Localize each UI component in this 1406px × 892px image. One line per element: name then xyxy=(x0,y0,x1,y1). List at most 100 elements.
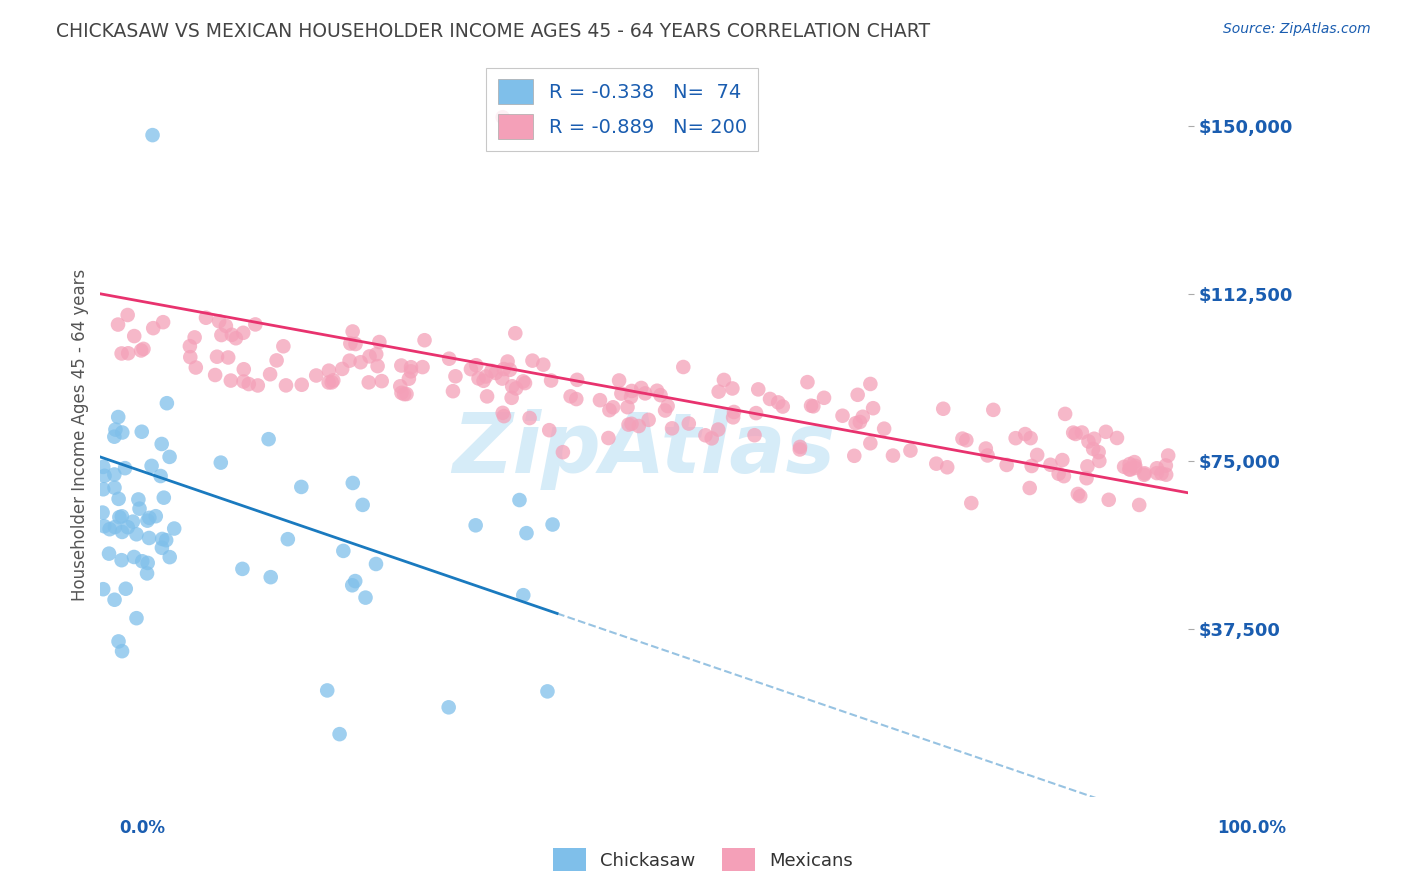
Text: ZipAtlas: ZipAtlas xyxy=(453,409,835,490)
Point xyxy=(138,531,160,545)
Point xyxy=(551,445,574,459)
Point xyxy=(873,422,896,436)
Point xyxy=(630,381,652,395)
Point xyxy=(1154,458,1177,473)
Point xyxy=(342,325,364,339)
Point xyxy=(205,350,228,364)
Point xyxy=(602,401,624,415)
Point xyxy=(512,375,534,389)
Point xyxy=(513,376,536,390)
Point xyxy=(460,362,482,376)
Point xyxy=(305,368,328,383)
Point xyxy=(163,522,186,536)
Point xyxy=(464,518,486,533)
Point xyxy=(441,384,464,399)
Point xyxy=(1054,407,1077,421)
Point xyxy=(1004,431,1026,445)
Point xyxy=(1021,458,1043,473)
Point xyxy=(565,392,588,406)
Point xyxy=(499,363,522,377)
Text: CHICKASAW VS MEXICAN HOUSEHOLDER INCOME AGES 45 - 64 YEARS CORRELATION CHART: CHICKASAW VS MEXICAN HOUSEHOLDER INCOME … xyxy=(56,22,931,41)
Point xyxy=(560,389,582,403)
Point xyxy=(344,574,367,588)
Point xyxy=(700,431,723,445)
Point xyxy=(846,388,869,402)
Point xyxy=(131,554,153,568)
Point xyxy=(364,557,387,571)
Point xyxy=(129,343,152,358)
Point xyxy=(515,526,537,541)
Point xyxy=(122,329,145,343)
Point xyxy=(695,428,717,442)
Point xyxy=(617,417,640,432)
Point xyxy=(637,413,659,427)
Point xyxy=(845,416,868,430)
Point xyxy=(1088,454,1111,468)
Point xyxy=(232,375,254,389)
Point xyxy=(1150,467,1173,481)
Point xyxy=(357,376,380,390)
Point xyxy=(465,358,488,372)
Point xyxy=(565,373,588,387)
Point xyxy=(1067,487,1090,501)
Point xyxy=(955,434,977,448)
Point xyxy=(117,308,139,322)
Point xyxy=(654,403,676,417)
Point xyxy=(620,417,643,431)
Point xyxy=(772,400,794,414)
Point xyxy=(91,483,114,497)
Point xyxy=(678,417,700,431)
Point xyxy=(492,110,515,124)
Point xyxy=(1118,462,1140,476)
Point xyxy=(110,553,132,567)
Point xyxy=(156,396,179,410)
Point xyxy=(1014,427,1036,442)
Point xyxy=(194,310,217,325)
Point xyxy=(467,371,489,385)
Point xyxy=(796,375,818,389)
Point xyxy=(221,327,243,342)
Point xyxy=(1069,489,1091,503)
Point xyxy=(505,381,527,395)
Point xyxy=(882,449,904,463)
Point xyxy=(620,384,643,398)
Point xyxy=(273,339,295,353)
Point xyxy=(505,326,527,341)
Point xyxy=(813,391,835,405)
Point xyxy=(759,392,782,406)
Point xyxy=(1123,455,1146,469)
Point xyxy=(1123,458,1146,473)
Point xyxy=(179,339,201,353)
Point xyxy=(342,475,364,490)
Legend: Chickasaw, Mexicans: Chickasaw, Mexicans xyxy=(546,841,860,879)
Point xyxy=(290,480,312,494)
Point xyxy=(1083,432,1105,446)
Point xyxy=(367,359,389,373)
Point xyxy=(219,374,242,388)
Point xyxy=(598,403,620,417)
Point xyxy=(98,547,121,561)
Point xyxy=(1154,467,1177,482)
Point xyxy=(766,395,789,409)
Point xyxy=(183,330,205,344)
Point xyxy=(707,423,730,437)
Point xyxy=(322,373,344,387)
Point xyxy=(800,399,823,413)
Point xyxy=(352,498,374,512)
Point xyxy=(132,342,155,356)
Point xyxy=(399,360,422,375)
Point xyxy=(117,346,139,360)
Point xyxy=(900,443,922,458)
Point xyxy=(721,382,744,396)
Point xyxy=(246,378,269,392)
Point xyxy=(1146,466,1168,480)
Point xyxy=(91,459,114,474)
Point xyxy=(111,644,134,658)
Point xyxy=(936,460,959,475)
Point xyxy=(344,337,367,351)
Point xyxy=(1123,461,1146,475)
Point xyxy=(136,566,159,581)
Point xyxy=(1053,469,1076,483)
Point xyxy=(93,519,115,533)
Point xyxy=(104,520,127,534)
